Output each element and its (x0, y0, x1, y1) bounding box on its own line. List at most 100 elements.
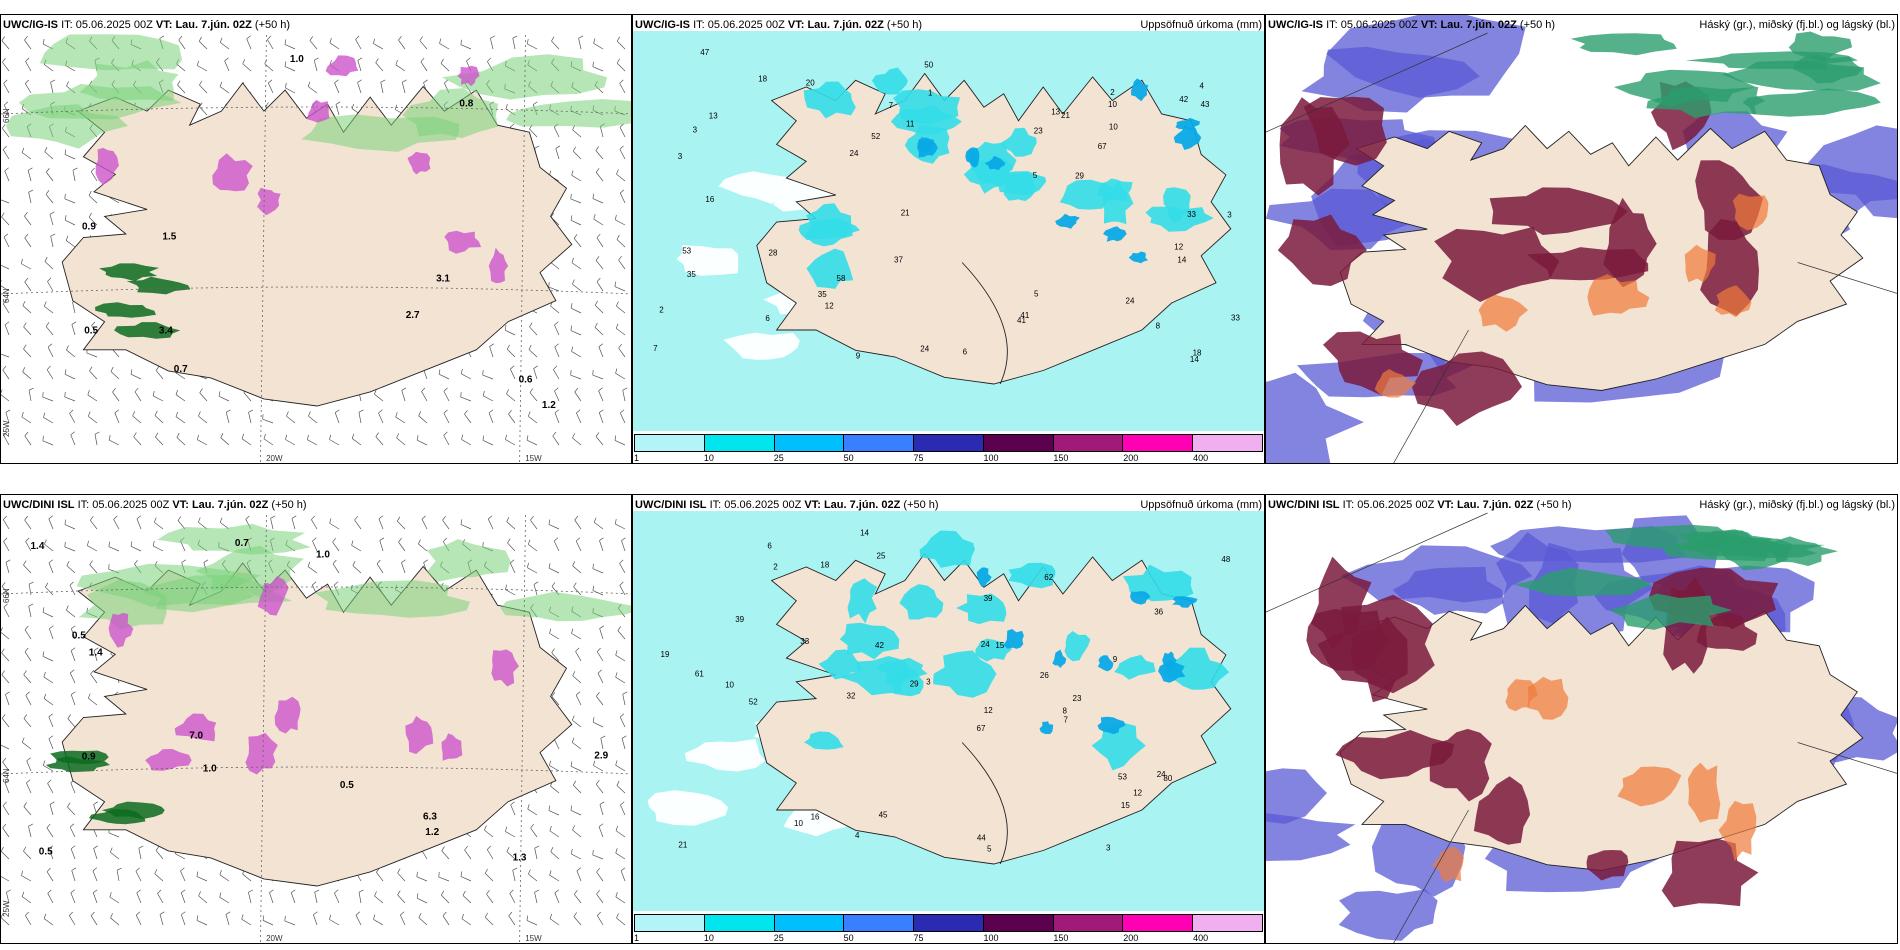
value-label: 4 (855, 831, 860, 840)
low-cloud (1586, 850, 1629, 881)
rain-area (274, 696, 301, 734)
value-label: 33 (1231, 313, 1240, 322)
heavy-precip-area (1003, 629, 1024, 649)
rain-area (457, 65, 480, 87)
heavy-snow-area (126, 276, 191, 295)
high-cloud (1646, 86, 1766, 118)
precip-area (806, 248, 854, 289)
precip-area (804, 731, 844, 750)
value-label: 5 (1034, 289, 1039, 298)
value-label: 33 (800, 637, 809, 646)
value-label: 41 (1020, 311, 1029, 320)
snow-area (506, 99, 631, 128)
graticule-line (1266, 32, 1488, 133)
value-label: 1 (928, 89, 933, 98)
wind-precip-map: 66N 64N 20W 15W 25W 0.5 1.2 1.0 0.7 7.0 6.3 1.3 2.9 0… (1, 514, 631, 943)
value-label: 1.3 (513, 853, 527, 864)
value-labels: 1018242071135467532336724352833374147585… (653, 48, 1240, 364)
precip-area (803, 81, 856, 119)
value-labels: 0.9 1.2 1.0 0.6 0.8 1.5 0.7 3.1 3.4 2.7 0.5 (82, 54, 556, 411)
high-cloud (1742, 88, 1881, 117)
panel-subtitle: Uppsöfnuð úrkoma (mm) (1140, 499, 1262, 511)
heavy-precip-area (1172, 596, 1198, 608)
snow-area (426, 539, 511, 582)
value-label: 28 (769, 248, 778, 257)
rain-area (325, 55, 359, 77)
colorbar-tick: 50 (843, 933, 854, 943)
heavy-precip-area (1052, 649, 1067, 668)
colorbar-swatch (1193, 915, 1263, 931)
dry-area (676, 245, 739, 276)
rain-area (488, 247, 509, 284)
value-labels: 9182426163614152380333952536167441242364… (661, 528, 1231, 853)
value-label: 5 (1033, 171, 1038, 180)
value-label: 20 (806, 79, 815, 88)
low-cloud (1277, 214, 1367, 286)
precip-area (975, 638, 1012, 662)
colorbar-swatch (635, 435, 705, 451)
heavy-snow-area (45, 756, 110, 773)
low-cloud (1429, 728, 1492, 802)
dry-area (647, 790, 729, 826)
low-cloud-edge (1718, 800, 1757, 862)
value-label: 1.0 (316, 550, 330, 561)
value-label: 2.7 (406, 310, 420, 321)
value-label: 9 (856, 351, 861, 360)
value-label: 6 (963, 347, 968, 356)
precip-area (1114, 654, 1156, 680)
value-label: 26 (1040, 671, 1049, 680)
panel-subtitle: Háský (gr.), miðský (fj.bl.) og lágský (… (1699, 499, 1895, 511)
precip-area (1091, 722, 1146, 771)
value-label: 2 (773, 562, 778, 571)
axis-label: 25W (2, 420, 11, 437)
panel-subtitle: Háský (gr.), miðský (fj.bl.) og lágský (… (1699, 19, 1895, 31)
low-cloud-edge (1527, 676, 1569, 720)
rain-area (145, 749, 192, 771)
value-label: 21 (901, 209, 910, 218)
value-label: 53 (1118, 772, 1127, 781)
colorbar-swatch (844, 435, 915, 451)
value-label: 29 (1075, 171, 1084, 180)
colorbar-swatch (1193, 435, 1263, 451)
colorbar-swatch (1123, 915, 1194, 931)
high-cloud (1679, 529, 1773, 548)
dry-area (718, 171, 802, 204)
low-cloud-edge (1684, 244, 1716, 283)
precip-area (1008, 562, 1056, 589)
low-cloud (1489, 187, 1628, 235)
iceland-land (61, 82, 573, 407)
low-cloud (1473, 776, 1531, 845)
precip-area (871, 67, 908, 95)
wind-precip-map: 66N 64N 20W 15W 25W 0.9 1.2 1.0 0.6 0.8 1.5 0.7 3.1 3… (1, 34, 631, 463)
value-label: 10 (1108, 100, 1117, 109)
high-cloud (1765, 536, 1838, 566)
precip-colorbar-ticks: 1 10 25 50 75 100 150 200 400 (634, 933, 1263, 944)
value-label: 18 (1193, 349, 1202, 358)
colorbar-tick: 10 (703, 933, 714, 943)
value-label: 6.3 (423, 812, 437, 823)
precip-colorbar-ticks: 1 10 25 50 75 100 150 200 400 (634, 453, 1263, 464)
value-label: 52 (871, 132, 880, 141)
colorbar-tick: 75 (913, 453, 924, 463)
value-label: 52 (749, 697, 758, 706)
heavy-precip-area (1173, 125, 1202, 150)
axis-label: 25W (2, 900, 11, 917)
panel-header: UWC/IG-IS IT: 05.06.2025 00Z VT: Lau. 7.… (1268, 19, 1556, 31)
low-cloud-edge (1478, 294, 1529, 332)
heavy-precip-area (1039, 721, 1054, 735)
mid-cloud (1266, 813, 1356, 861)
colorbar-tick: 100 (983, 933, 999, 943)
value-label: 12 (984, 706, 993, 715)
colorbar-swatch (774, 435, 845, 451)
heavy-precip-area (917, 139, 938, 158)
value-label: 7 (653, 344, 658, 353)
colorbar-tick: 75 (913, 933, 924, 943)
value-label: 14 (1190, 355, 1199, 364)
precip-area (798, 218, 860, 240)
value-label: 21 (1061, 111, 1070, 120)
colorbar-swatch (844, 915, 915, 931)
rain-area (306, 99, 330, 123)
rain-area (212, 153, 253, 192)
map-panel-1: UWC/IG-IS IT: 05.06.2025 00Z VT: Lau. 7.… (0, 14, 632, 464)
value-label: 3 (678, 152, 683, 161)
